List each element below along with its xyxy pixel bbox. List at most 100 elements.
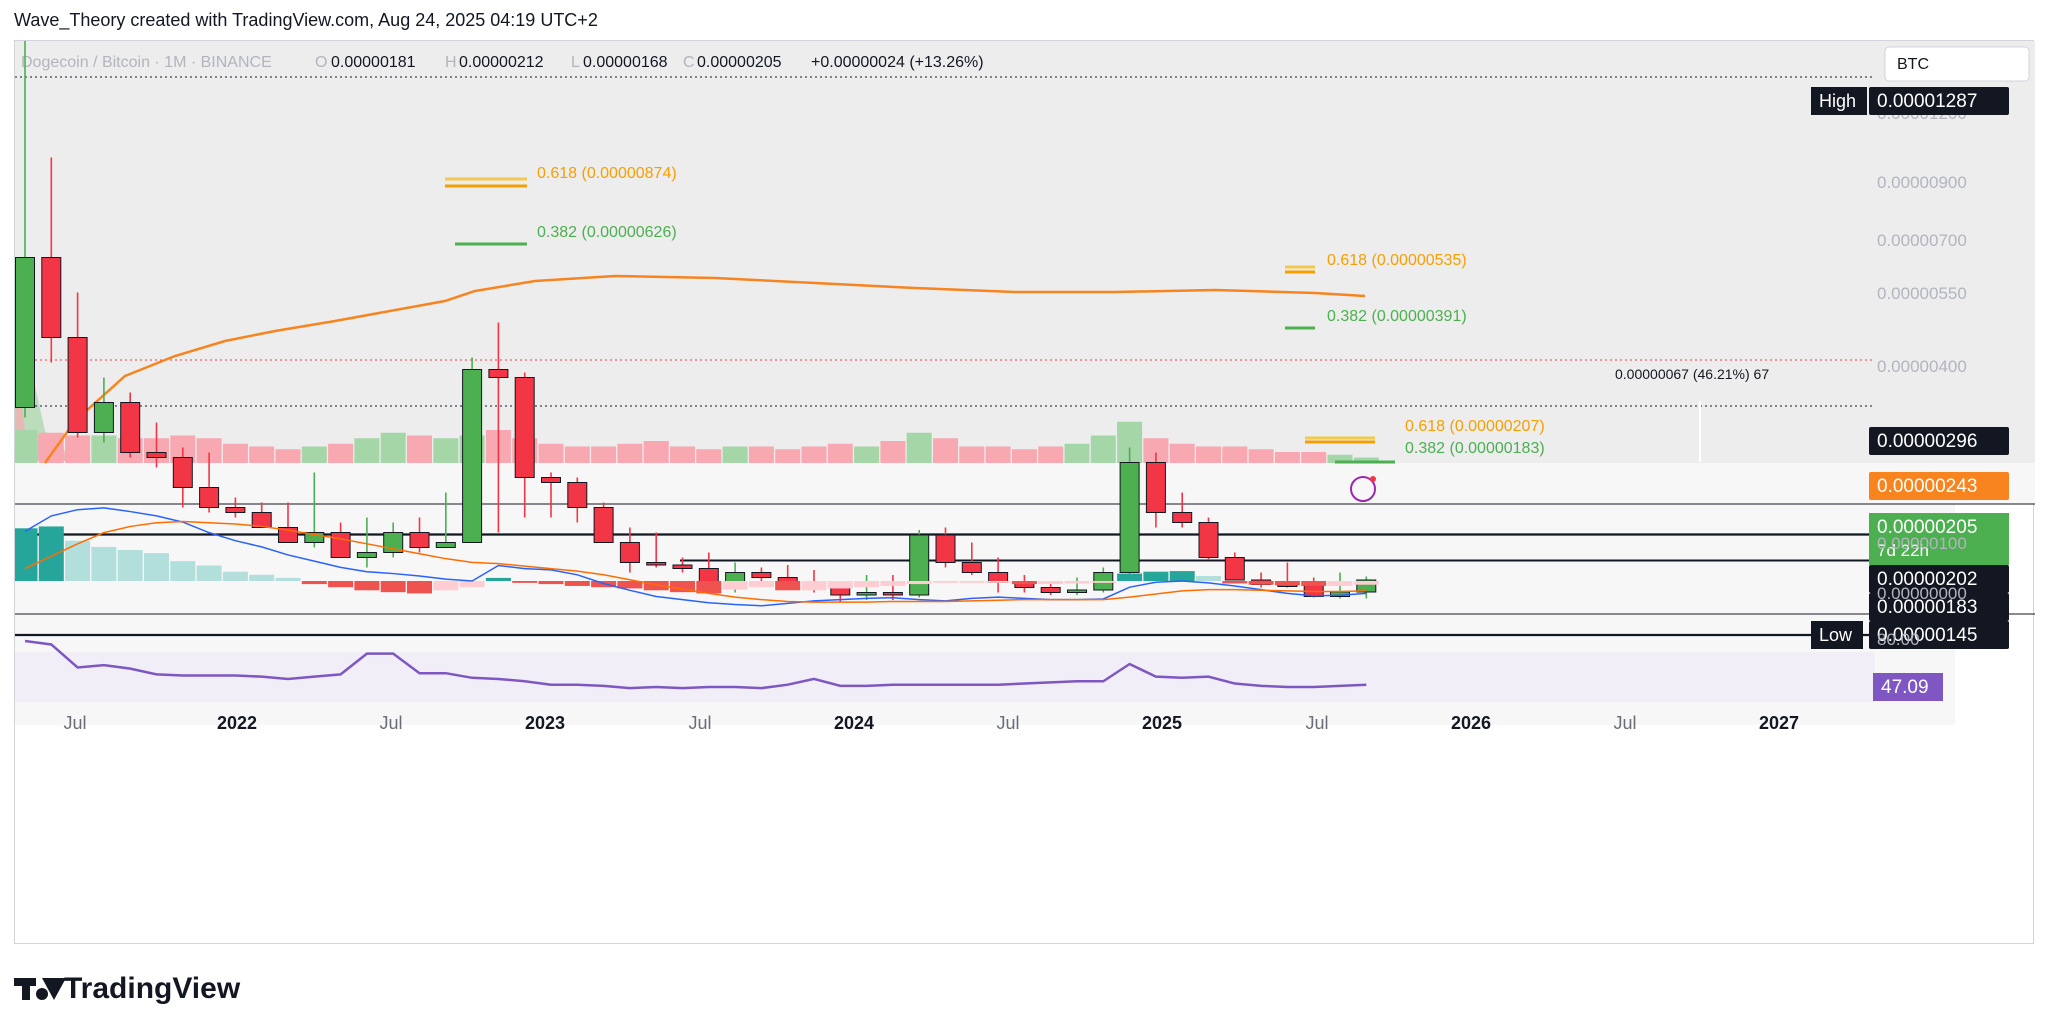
macd-histogram-bar: [1353, 581, 1379, 585]
macd-histogram-bar: [775, 581, 801, 591]
volume-bar: [1353, 457, 1379, 463]
high-tag-label: High: [1819, 91, 1856, 111]
macd-histogram-bar: [380, 581, 406, 593]
macd-histogram-bar: [1327, 581, 1353, 586]
ema-line: [43, 274, 1366, 464]
x-tick-label: Jul: [996, 713, 1019, 733]
low-level-value-bg: [1869, 621, 2009, 649]
high-tag-bg: [1811, 87, 1867, 115]
tradingview-logo[interactable]: TradingView: [14, 972, 240, 1006]
macd-histogram-bar: [1248, 581, 1274, 585]
price-chart[interactable]: Dogecoin / Bitcoin · 1M · BINANCE O 0.0000…: [15, 41, 2035, 945]
macd-histogram-bar: [301, 581, 327, 585]
x-tick-label: 2024: [834, 713, 874, 733]
x-tick-label: 2027: [1759, 713, 1799, 733]
macd-histogram-bar: [1011, 581, 1037, 585]
candle-body: [67, 337, 88, 433]
x-tick-label: Jul: [1305, 713, 1328, 733]
currency-box: [1884, 46, 2030, 82]
candle-body: [15, 257, 35, 408]
candle-body: [619, 542, 640, 563]
candle-body: [304, 532, 325, 543]
symbol-title: Dogecoin / Bitcoin · 1M · BINANCE: [21, 54, 272, 71]
volume-bar: [328, 443, 354, 463]
macd-histogram-bar: [222, 571, 248, 581]
candle-body: [961, 562, 982, 573]
ema-value: 0.00000243: [1877, 476, 1977, 497]
macd-histogram-bar: [748, 581, 774, 588]
candle-body: [41, 257, 62, 338]
volume-bar: [301, 446, 327, 463]
volume-bar: [354, 438, 380, 463]
support-value-bg: [1869, 565, 2009, 593]
volume-bar: [249, 446, 275, 463]
close-label: C: [683, 54, 695, 71]
tradingview-icon: [14, 976, 66, 1002]
measure-label: 0.00000067 (46.21%) 67: [1615, 366, 1769, 382]
x-tick-label: Jul: [1613, 713, 1636, 733]
resistance-value: 0.00000296: [1877, 431, 1977, 452]
candle-body: [146, 452, 167, 458]
candle-body: [1198, 522, 1219, 558]
volume-bar: [827, 443, 853, 463]
macd-histogram-bar: [433, 581, 459, 591]
macd-histogram-bar: [117, 550, 143, 581]
fib-label: 0.382 (0.00000626): [537, 224, 677, 241]
volume-bar: [433, 438, 459, 463]
volume-bar: [906, 432, 932, 463]
candle-body: [882, 592, 903, 596]
high-value: 0.00000212: [459, 54, 544, 71]
candle-body: [567, 482, 588, 508]
last-price-tag-bg: [1869, 513, 2009, 565]
volume-bar: [1196, 446, 1221, 463]
candle-body: [856, 592, 877, 596]
macd-histogram-bar: [880, 581, 906, 586]
macd-histogram-bar: [144, 553, 169, 581]
macd-histogram-bar: [65, 540, 91, 581]
change-value: +0.00000024 (+13.26%): [811, 54, 984, 71]
x-tick-label: Jul: [379, 713, 402, 733]
macd-histogram-bar: [512, 581, 538, 583]
y-tick-label: 0.00000400: [1877, 357, 1967, 376]
candle-body: [199, 487, 220, 508]
volume-bar: [775, 449, 801, 463]
candle-body: [672, 564, 693, 569]
volume-bar: [696, 449, 722, 463]
volume-bar: [1274, 452, 1300, 463]
macd-histogram-bar: [985, 581, 1011, 583]
candle-body: [225, 507, 246, 513]
macd-histogram-bar: [959, 581, 985, 583]
rsi-tick-label: 80.00: [1877, 630, 1920, 649]
fib-label: 0.382 (0.00000183): [1405, 440, 1545, 457]
candle-body: [93, 402, 114, 433]
macd-histogram-bar: [459, 581, 485, 588]
volume-bar: [1222, 446, 1248, 463]
rsi-line: [24, 639, 1367, 690]
volume-bar: [643, 441, 669, 463]
candle-body: [172, 457, 193, 488]
x-tick-label: 2022: [217, 713, 257, 733]
candle-body: [1040, 587, 1061, 593]
close-value: 0.00000205: [697, 54, 782, 71]
open-value: 0.00000181: [331, 54, 416, 71]
candle-body: [1119, 462, 1140, 573]
volume-bar: [38, 432, 64, 463]
rsi-value-bg: [1873, 673, 1943, 701]
candle-body: [751, 572, 772, 578]
x-tick-label: 2023: [525, 713, 565, 733]
candle-body: [330, 532, 351, 558]
volume-bar: [222, 443, 248, 463]
low-tag-bg: [1811, 621, 1863, 649]
candle-body: [462, 369, 483, 543]
volume-bar: [1248, 449, 1274, 463]
chart-frame[interactable]: Dogecoin / Bitcoin · 1M · BINANCE O 0.0000…: [14, 40, 2035, 945]
price-pane-bg: [15, 41, 2035, 463]
candle-body: [935, 534, 956, 563]
macd-histogram-bar: [38, 526, 64, 581]
macd-histogram-bar: [249, 574, 275, 581]
macd-histogram-bar: [854, 581, 880, 588]
support-2-value-bg: [1869, 593, 2009, 621]
macd-histogram-bar: [1117, 573, 1143, 581]
last-price-value: 0.00000205: [1877, 517, 1977, 538]
candle-body: [541, 477, 561, 483]
